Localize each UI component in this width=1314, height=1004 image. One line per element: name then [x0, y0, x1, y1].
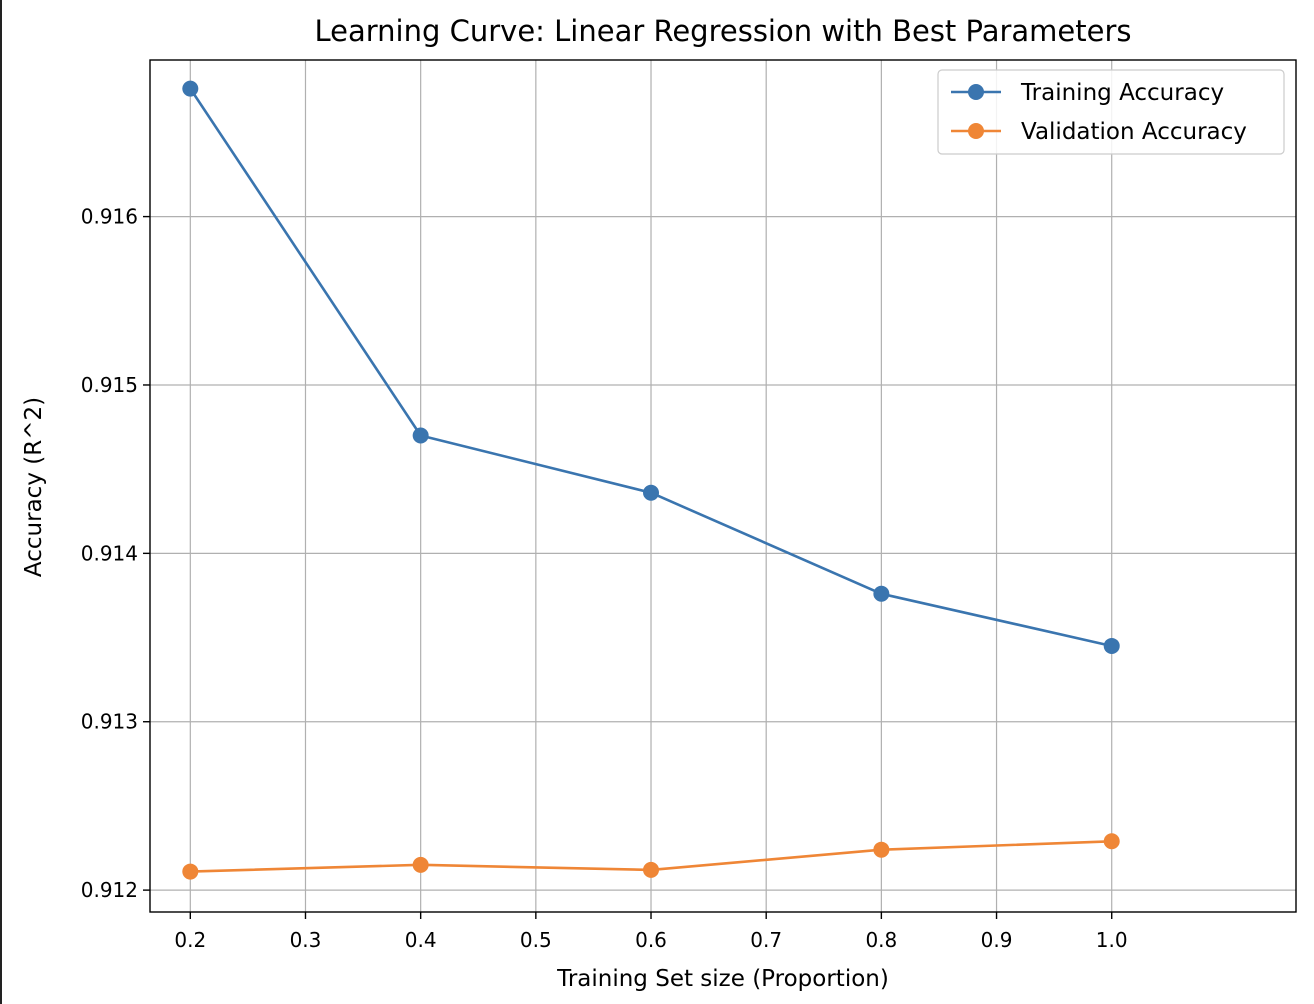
x-tick-label: 0.6: [635, 928, 667, 952]
validation-accuracy-point: [182, 863, 199, 880]
training-accuracy-point: [182, 80, 199, 97]
plot-area-frame: [149, 59, 1297, 913]
y-tick-label: 0.915: [81, 373, 138, 397]
legend-label-training: Training Accuracy: [1020, 80, 1224, 106]
validation-accuracy-point: [873, 841, 890, 858]
training-accuracy-point: [643, 484, 660, 501]
x-tick-label: 0.8: [865, 928, 897, 952]
y-tick-label: 0.914: [81, 541, 138, 565]
series-layer: [182, 80, 1120, 880]
x-tick-label: 0.2: [174, 928, 206, 952]
validation-accuracy-point: [1103, 833, 1120, 850]
x-tick-label: 0.5: [520, 928, 552, 952]
training-accuracy-point: [412, 427, 429, 444]
legend-swatch-marker-training: [968, 84, 984, 100]
validation-accuracy-point: [412, 856, 429, 873]
legend-label-validation: Validation Accuracy: [1021, 119, 1247, 145]
x-tick-label: 0.4: [405, 928, 437, 952]
legend-box: [937, 69, 1285, 155]
validation-accuracy-point: [643, 861, 660, 878]
x-axis-label: Training Set size (Proportion): [556, 966, 889, 992]
y-tick-label: 0.916: [81, 205, 138, 229]
y-tick-label: 0.913: [81, 710, 138, 734]
x-tick-label: 1.0: [1096, 928, 1128, 952]
y-tick-label: 0.912: [81, 878, 138, 902]
ticks-layer: 0.2 0.3 0.4 0.5 0.6 0.7 0.8 0.9 1.0 0.912 0.913 0.9…: [81, 205, 1128, 952]
x-tick-label: 0.3: [290, 928, 322, 952]
legend-swatch-marker-validation: [968, 123, 984, 139]
grid-layer: [150, 60, 1296, 912]
legend: Training Accuracy Validation Accuracy: [937, 69, 1285, 155]
x-tick-label: 0.9: [981, 928, 1013, 952]
training-accuracy-point: [1103, 637, 1120, 654]
training-accuracy-point: [873, 585, 890, 602]
x-tick-label: 0.7: [750, 928, 782, 952]
chart-title: Learning Curve: Linear Regression with B…: [314, 14, 1131, 48]
y-axis-label: Accuracy (R^2): [21, 397, 47, 577]
